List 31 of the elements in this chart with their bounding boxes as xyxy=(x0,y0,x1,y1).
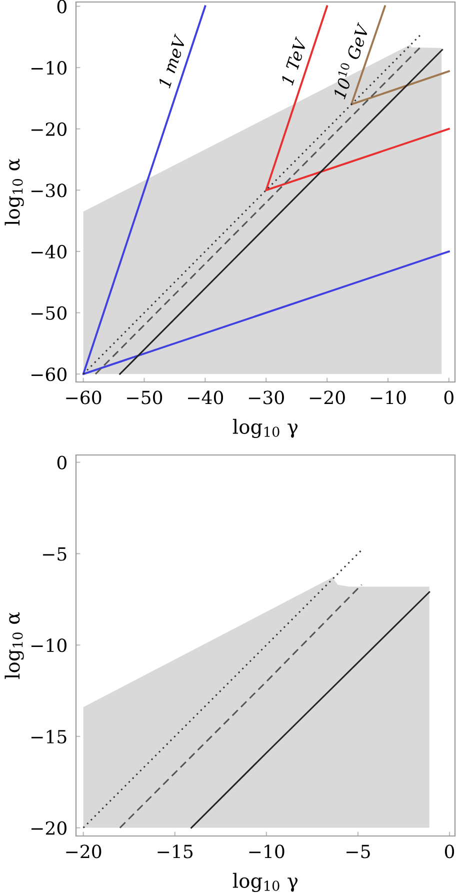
x-axis-title: log$_{10}$ γ xyxy=(232,872,298,892)
x-tick-label: −10 xyxy=(370,390,406,404)
y-tick-label: −10 xyxy=(31,638,66,652)
x-tick-label: 0 xyxy=(444,390,454,404)
y-tick-label: −20 xyxy=(31,122,66,136)
y-axis-title: log$_{10}$ α xyxy=(4,158,24,226)
x-tick-label: −15 xyxy=(158,844,193,858)
x-tick-label: 0 xyxy=(444,844,454,858)
y-tick-label: −15 xyxy=(31,730,66,744)
x-tick-label: −30 xyxy=(248,390,284,404)
text: 1 meV xyxy=(158,33,187,89)
y-axis-title: log$_{10}$ α xyxy=(4,612,24,679)
y-tick-label: 0 xyxy=(57,0,66,14)
x-axis-title: log$_{10}$ γ xyxy=(232,418,298,438)
y-tick-label: −5 xyxy=(42,547,66,561)
text: 1 TeV xyxy=(280,36,308,86)
x-tick-label: −20 xyxy=(66,844,102,858)
x-tick-label: −50 xyxy=(127,390,162,404)
y-tick-label: −50 xyxy=(31,306,66,320)
y-tick-label: −20 xyxy=(31,821,66,835)
text: 10$^{10}$ GeV xyxy=(330,21,370,100)
y-tick-label: 0 xyxy=(57,456,66,470)
y-tick-label: −30 xyxy=(31,184,66,198)
x-tick-label: −20 xyxy=(310,390,345,404)
x-tick-label: −10 xyxy=(249,844,284,858)
x-tick-label: −40 xyxy=(188,390,224,404)
y-tick-label: −10 xyxy=(31,61,66,75)
x-tick-label: −5 xyxy=(346,844,370,858)
y-tick-label: −60 xyxy=(31,367,66,382)
y-tick-label: −40 xyxy=(31,244,66,259)
x-tick-label: −60 xyxy=(66,390,102,404)
